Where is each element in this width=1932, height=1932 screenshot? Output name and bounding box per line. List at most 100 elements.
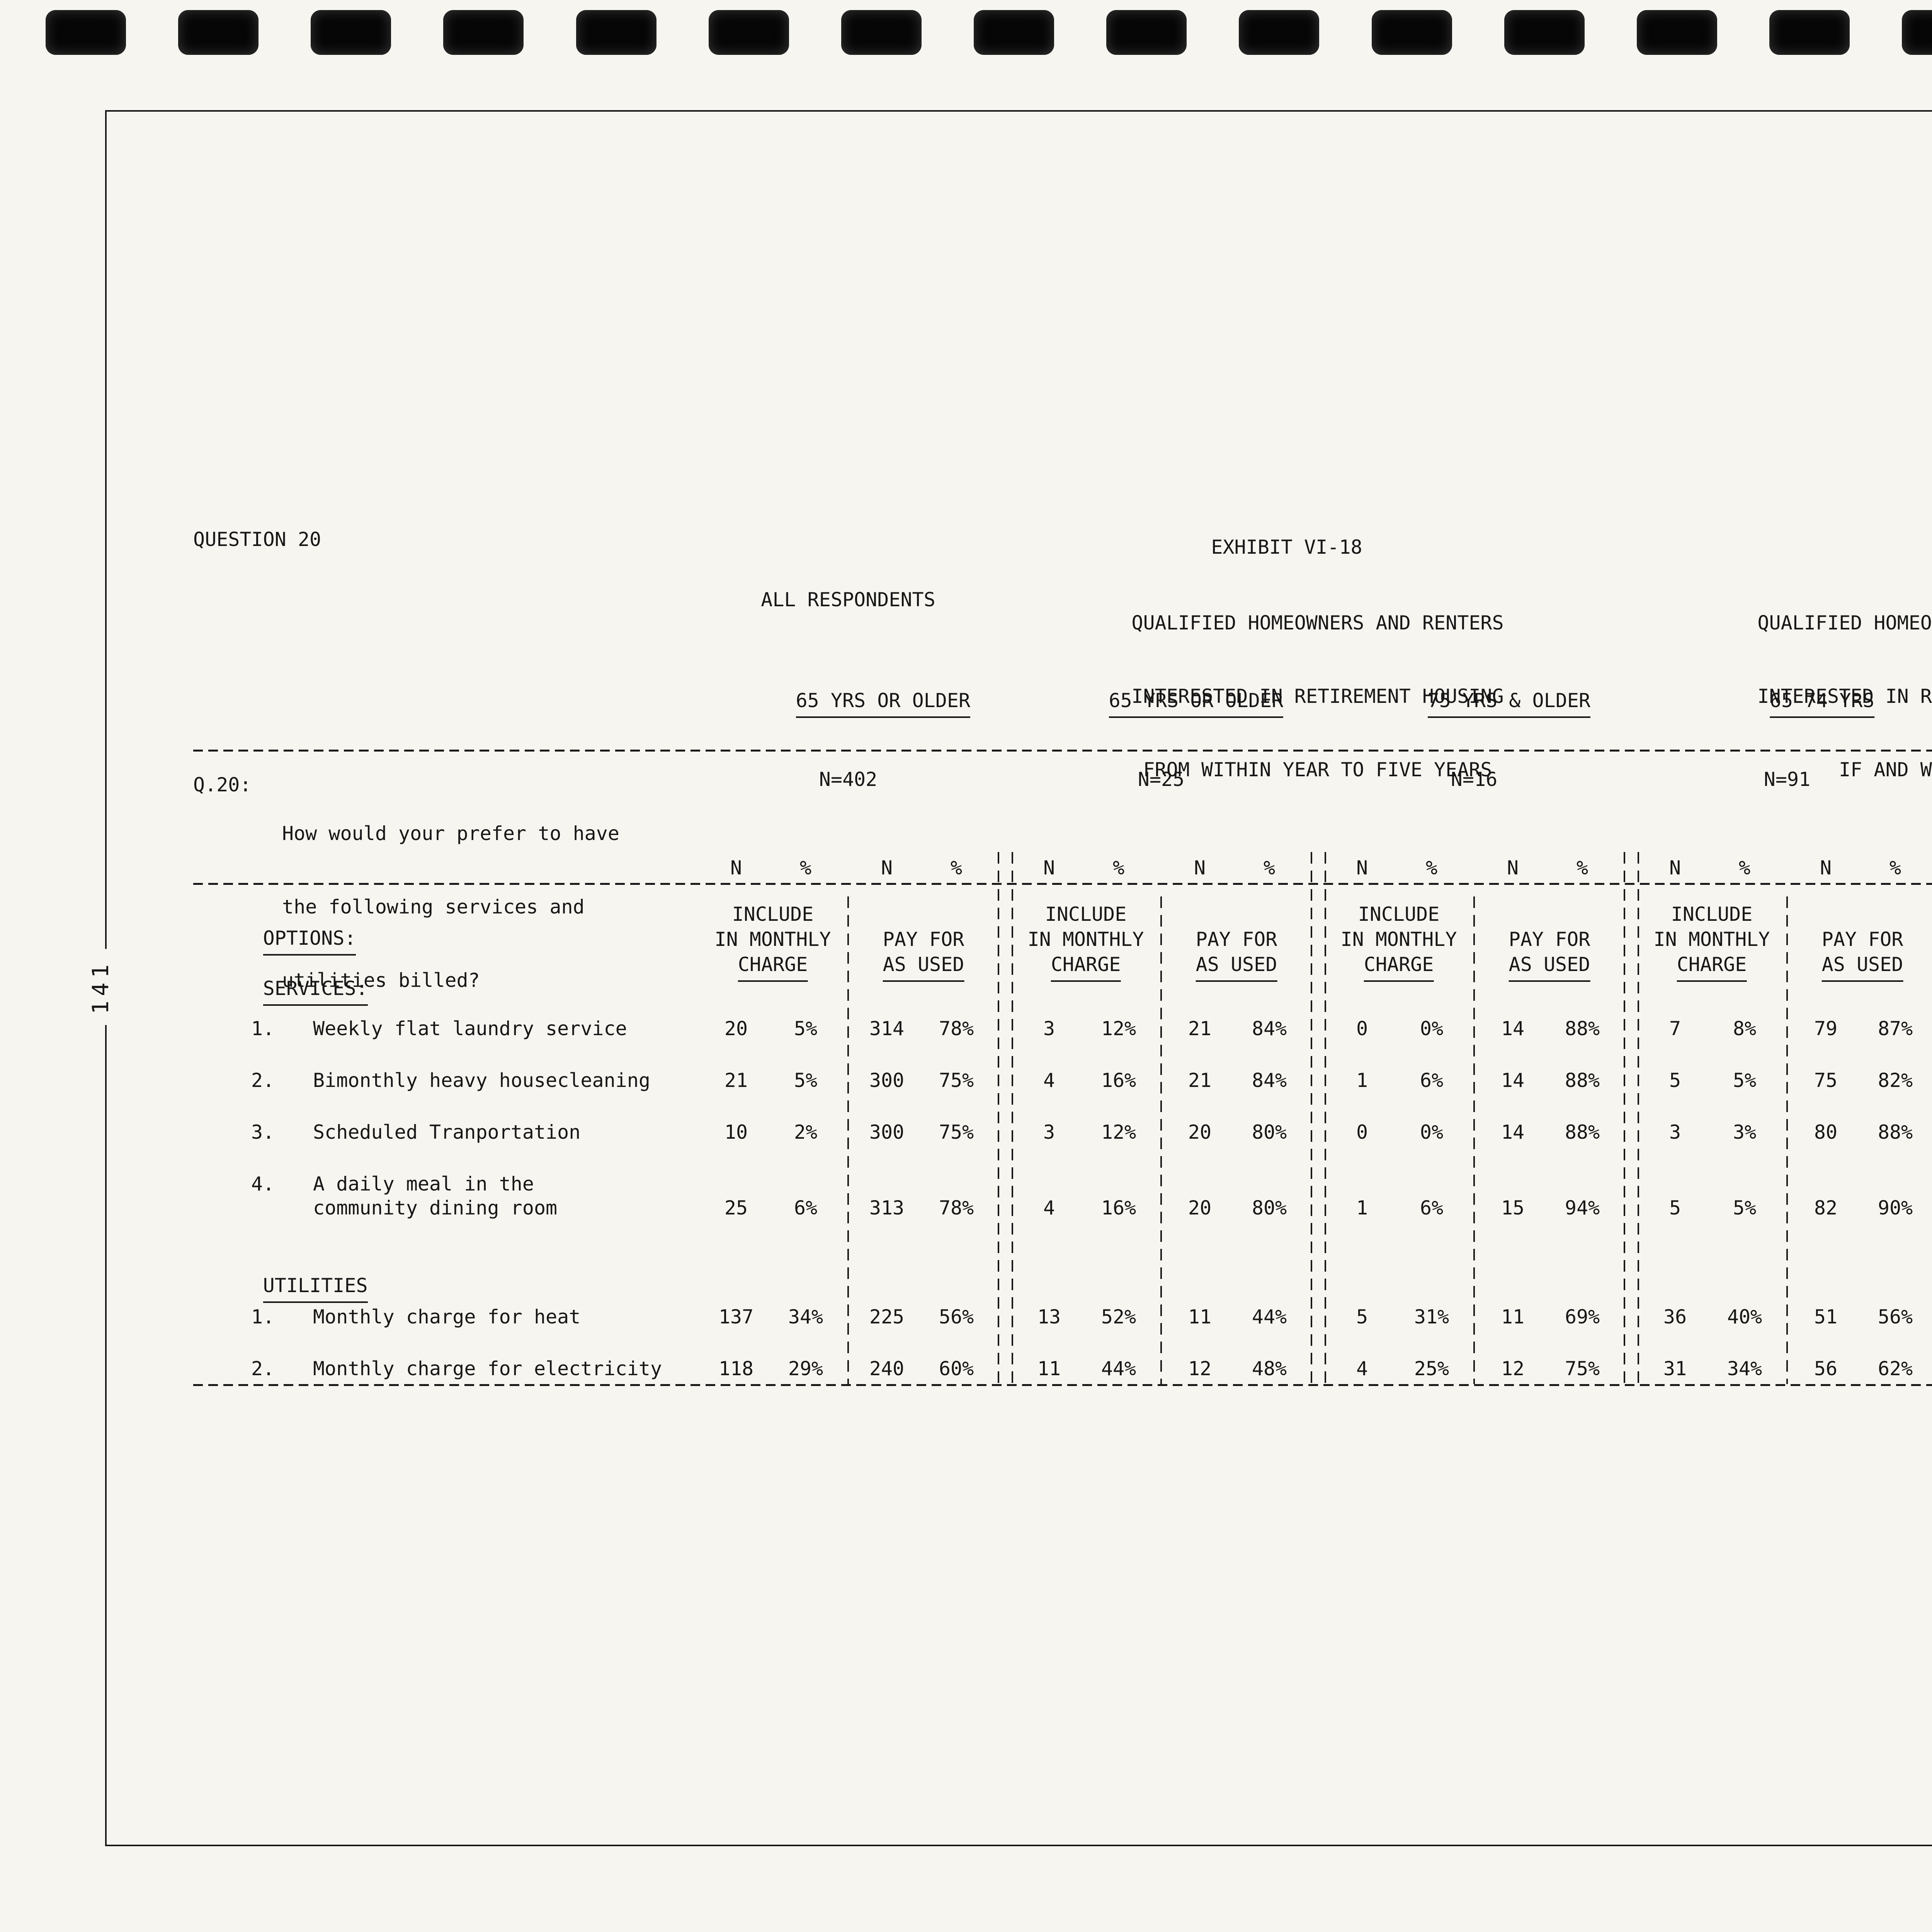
group-separator	[998, 852, 999, 1384]
table-row: 1. Monthly charge for heat 137 34% 225 56% 13 5…	[193, 1305, 1932, 1329]
cell-n: 11	[1501, 1306, 1525, 1328]
cell-n: 3	[1043, 1121, 1055, 1143]
cell-n: 51	[1814, 1306, 1838, 1328]
q20-text-line: How would your prefer to have	[282, 822, 619, 845]
cell-pct: 12%	[1101, 1121, 1136, 1143]
cell-pct: 78%	[939, 1017, 974, 1040]
group-separator	[1311, 852, 1312, 1384]
age-label: 65 YRS OR OLDER	[1109, 689, 1284, 718]
cell-pct: 80%	[1252, 1197, 1287, 1219]
cell-n: 10	[724, 1121, 748, 1143]
cell-n: 13	[1037, 1306, 1061, 1328]
film-sprocket	[1106, 10, 1187, 55]
cell-pct: 5%	[794, 1017, 818, 1040]
table-row: 2. Bimonthly heavy housecleaning 21 5% 300 75…	[193, 1068, 1932, 1092]
table-row: 1. Weekly flat laundry service 20 5% 314 78% 3…	[193, 1017, 1932, 1041]
cell-n: 56	[1814, 1357, 1838, 1380]
col-n-header: N	[881, 857, 893, 879]
cell-n: 79	[1814, 1017, 1838, 1040]
group-title-line: INTERESTED IN RETIREMENT HOUSING	[1757, 685, 1932, 707]
age-column-1: 65 YRS OR OLDER N=402	[726, 665, 971, 840]
horizontal-rule	[193, 750, 1932, 752]
group-title-line: QUALIFIED HOMEOWNERS AND RENTERS	[1131, 612, 1504, 634]
cell-pct: 6%	[1420, 1069, 1444, 1092]
cell-n: 313	[869, 1197, 905, 1219]
cell-n: 314	[869, 1017, 905, 1040]
col-n-header: N	[1194, 857, 1206, 879]
cell-n: 20	[1188, 1121, 1212, 1143]
row-number: 3.	[251, 1121, 275, 1143]
col-pct-header: %	[1889, 857, 1901, 879]
col-pct-header: %	[1576, 857, 1588, 879]
cell-n: 225	[869, 1306, 905, 1328]
cell-pct: 88%	[1878, 1121, 1913, 1143]
include-header-line: INCLUDE	[732, 903, 814, 925]
row-label: 2. Monthly charge for electricity	[193, 1357, 703, 1381]
row-label-text: Monthly charge for electricity	[313, 1357, 662, 1380]
cell-pct: 94%	[1565, 1197, 1600, 1219]
utilities-label: UTILITIES	[193, 1250, 368, 1327]
cell-pct: 34%	[788, 1306, 823, 1328]
cell-n: 14	[1501, 1069, 1525, 1092]
payfor-header-line: PAY FOR	[1509, 928, 1590, 951]
cell-pct: 88%	[1565, 1121, 1600, 1143]
question-label: QUESTION 20	[193, 528, 321, 551]
include-header-line: IN MONTHLY	[1027, 928, 1144, 951]
n-count: N=91	[1764, 768, 1811, 791]
cell-n: 240	[869, 1357, 905, 1380]
cell-pct: 6%	[1420, 1197, 1444, 1219]
group-title-all: ALL RESPONDENTS	[761, 588, 935, 611]
cell-n: 1	[1356, 1197, 1368, 1219]
cell-pct: 90%	[1878, 1197, 1913, 1219]
cell-n: 12	[1501, 1357, 1525, 1380]
col-pct-header: %	[1425, 857, 1438, 879]
cell-n: 4	[1043, 1069, 1055, 1092]
col-pct-header: %	[1263, 857, 1276, 879]
cell-n: 75	[1814, 1069, 1838, 1092]
include-header-line: CHARGE	[738, 952, 808, 982]
table-row: 4. A daily meal in the community dining ro…	[193, 1172, 1932, 1220]
film-sprocket	[1636, 10, 1717, 55]
cell-pct: 0%	[1420, 1121, 1444, 1143]
column-separator	[1473, 896, 1475, 1384]
cell-pct: 52%	[1101, 1306, 1136, 1328]
age-label: 65 YRS OR OLDER	[796, 689, 971, 718]
cell-pct: 80%	[1252, 1121, 1287, 1143]
cell-pct: 5%	[1733, 1069, 1757, 1092]
cell-pct: 16%	[1101, 1069, 1136, 1092]
horizontal-rule	[193, 883, 1932, 885]
cell-n: 5	[1669, 1197, 1681, 1219]
cell-n: 82	[1814, 1197, 1838, 1219]
cell-n: 80	[1814, 1121, 1838, 1143]
cell-pct: 29%	[788, 1357, 823, 1380]
include-header-line: CHARGE	[1051, 952, 1121, 982]
cell-n: 0	[1356, 1121, 1368, 1143]
n-count: N=16	[1451, 768, 1498, 791]
film-sprocket	[841, 10, 922, 55]
row-label-text: A daily meal in the community dining room	[313, 1173, 558, 1219]
n-count: N=25	[1138, 768, 1185, 791]
cell-n: 12	[1188, 1357, 1212, 1380]
cell-n: 21	[1188, 1069, 1212, 1092]
col-pct-header: %	[950, 857, 963, 879]
payfor-header-line: AS USED	[1509, 952, 1590, 982]
film-sprocket	[46, 10, 126, 55]
film-sprocket	[1769, 10, 1850, 55]
cell-n: 7	[1669, 1017, 1681, 1040]
film-sprocket	[178, 10, 259, 55]
cell-pct: 6%	[794, 1197, 818, 1219]
n-count: N=402	[819, 768, 878, 791]
q20-label: Q.20:	[193, 774, 252, 796]
cell-pct: 78%	[939, 1197, 974, 1219]
cell-pct: 84%	[1252, 1069, 1287, 1092]
group-title-line: QUALIFIED HOMEOWNERS AND RENTERS	[1757, 612, 1932, 634]
row-number: 4.	[251, 1173, 275, 1195]
cell-pct: 88%	[1565, 1017, 1600, 1040]
include-header-line: IN MONTHLY	[1653, 928, 1770, 951]
row-label: 1. Weekly flat laundry service	[193, 1017, 703, 1041]
q20-text-line: the following services and	[282, 896, 585, 918]
row-label-text: Bimonthly heavy housecleaning	[313, 1069, 650, 1092]
payfor-header-line: PAY FOR	[1196, 928, 1277, 951]
cell-pct: 5%	[794, 1069, 818, 1092]
